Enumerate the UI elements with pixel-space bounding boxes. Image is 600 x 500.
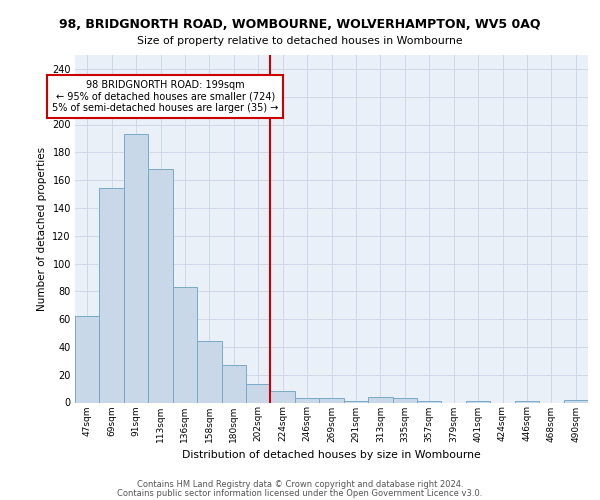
Text: Contains public sector information licensed under the Open Government Licence v3: Contains public sector information licen… — [118, 489, 482, 498]
Bar — [295, 398, 319, 402]
Bar — [368, 397, 392, 402]
Bar — [197, 342, 221, 402]
Bar — [100, 188, 124, 402]
X-axis label: Distribution of detached houses by size in Wombourne: Distribution of detached houses by size … — [182, 450, 481, 460]
Bar — [344, 401, 368, 402]
Bar — [124, 134, 148, 402]
Bar — [319, 398, 344, 402]
Text: Size of property relative to detached houses in Wombourne: Size of property relative to detached ho… — [137, 36, 463, 46]
Text: Contains HM Land Registry data © Crown copyright and database right 2024.: Contains HM Land Registry data © Crown c… — [137, 480, 463, 489]
Bar — [246, 384, 271, 402]
Text: 98, BRIDGNORTH ROAD, WOMBOURNE, WOLVERHAMPTON, WV5 0AQ: 98, BRIDGNORTH ROAD, WOMBOURNE, WOLVERHA… — [59, 18, 541, 30]
Bar — [392, 398, 417, 402]
Bar — [515, 401, 539, 402]
Bar — [417, 401, 442, 402]
Bar — [221, 365, 246, 403]
Bar — [148, 169, 173, 402]
Y-axis label: Number of detached properties: Number of detached properties — [37, 146, 47, 311]
Bar — [271, 392, 295, 402]
Bar — [75, 316, 100, 402]
Bar — [563, 400, 588, 402]
Bar — [466, 401, 490, 402]
Text: 98 BRIDGNORTH ROAD: 199sqm
← 95% of detached houses are smaller (724)
5% of semi: 98 BRIDGNORTH ROAD: 199sqm ← 95% of deta… — [52, 80, 278, 113]
Bar — [173, 287, 197, 403]
